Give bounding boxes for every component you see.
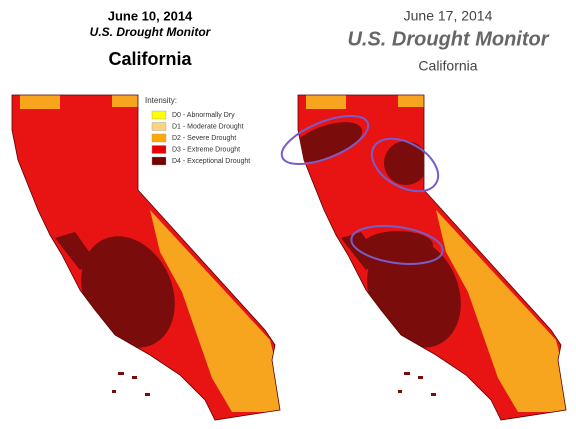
legend-swatch	[151, 122, 167, 131]
legend: Intensity: D0 - Abnormally Dry D1 - Moder…	[145, 96, 250, 166]
legend-label: D1 - Moderate Drought	[172, 123, 244, 130]
legend-label: D3 - Extreme Drought	[172, 146, 240, 153]
map-left	[12, 95, 280, 420]
date: June 17, 2014	[404, 8, 493, 24]
legend-label: D2 - Severe Drought	[172, 135, 236, 142]
legend-label: D0 - Abnormally Dry	[172, 112, 235, 119]
legend-swatch	[151, 145, 167, 154]
legend-title: Intensity:	[145, 96, 177, 105]
title: U.S. Drought Monitor	[90, 25, 212, 39]
legend-swatch	[151, 156, 167, 166]
legend-label: D4 - Exceptional Drought	[172, 158, 250, 165]
legend-swatch	[151, 110, 167, 120]
legend-swatch	[151, 133, 167, 143]
date: June 10, 2014	[108, 8, 193, 23]
map-right	[280, 95, 566, 420]
region: California	[418, 58, 477, 74]
title: U.S. Drought Monitor	[347, 28, 549, 50]
region: California	[108, 49, 192, 69]
